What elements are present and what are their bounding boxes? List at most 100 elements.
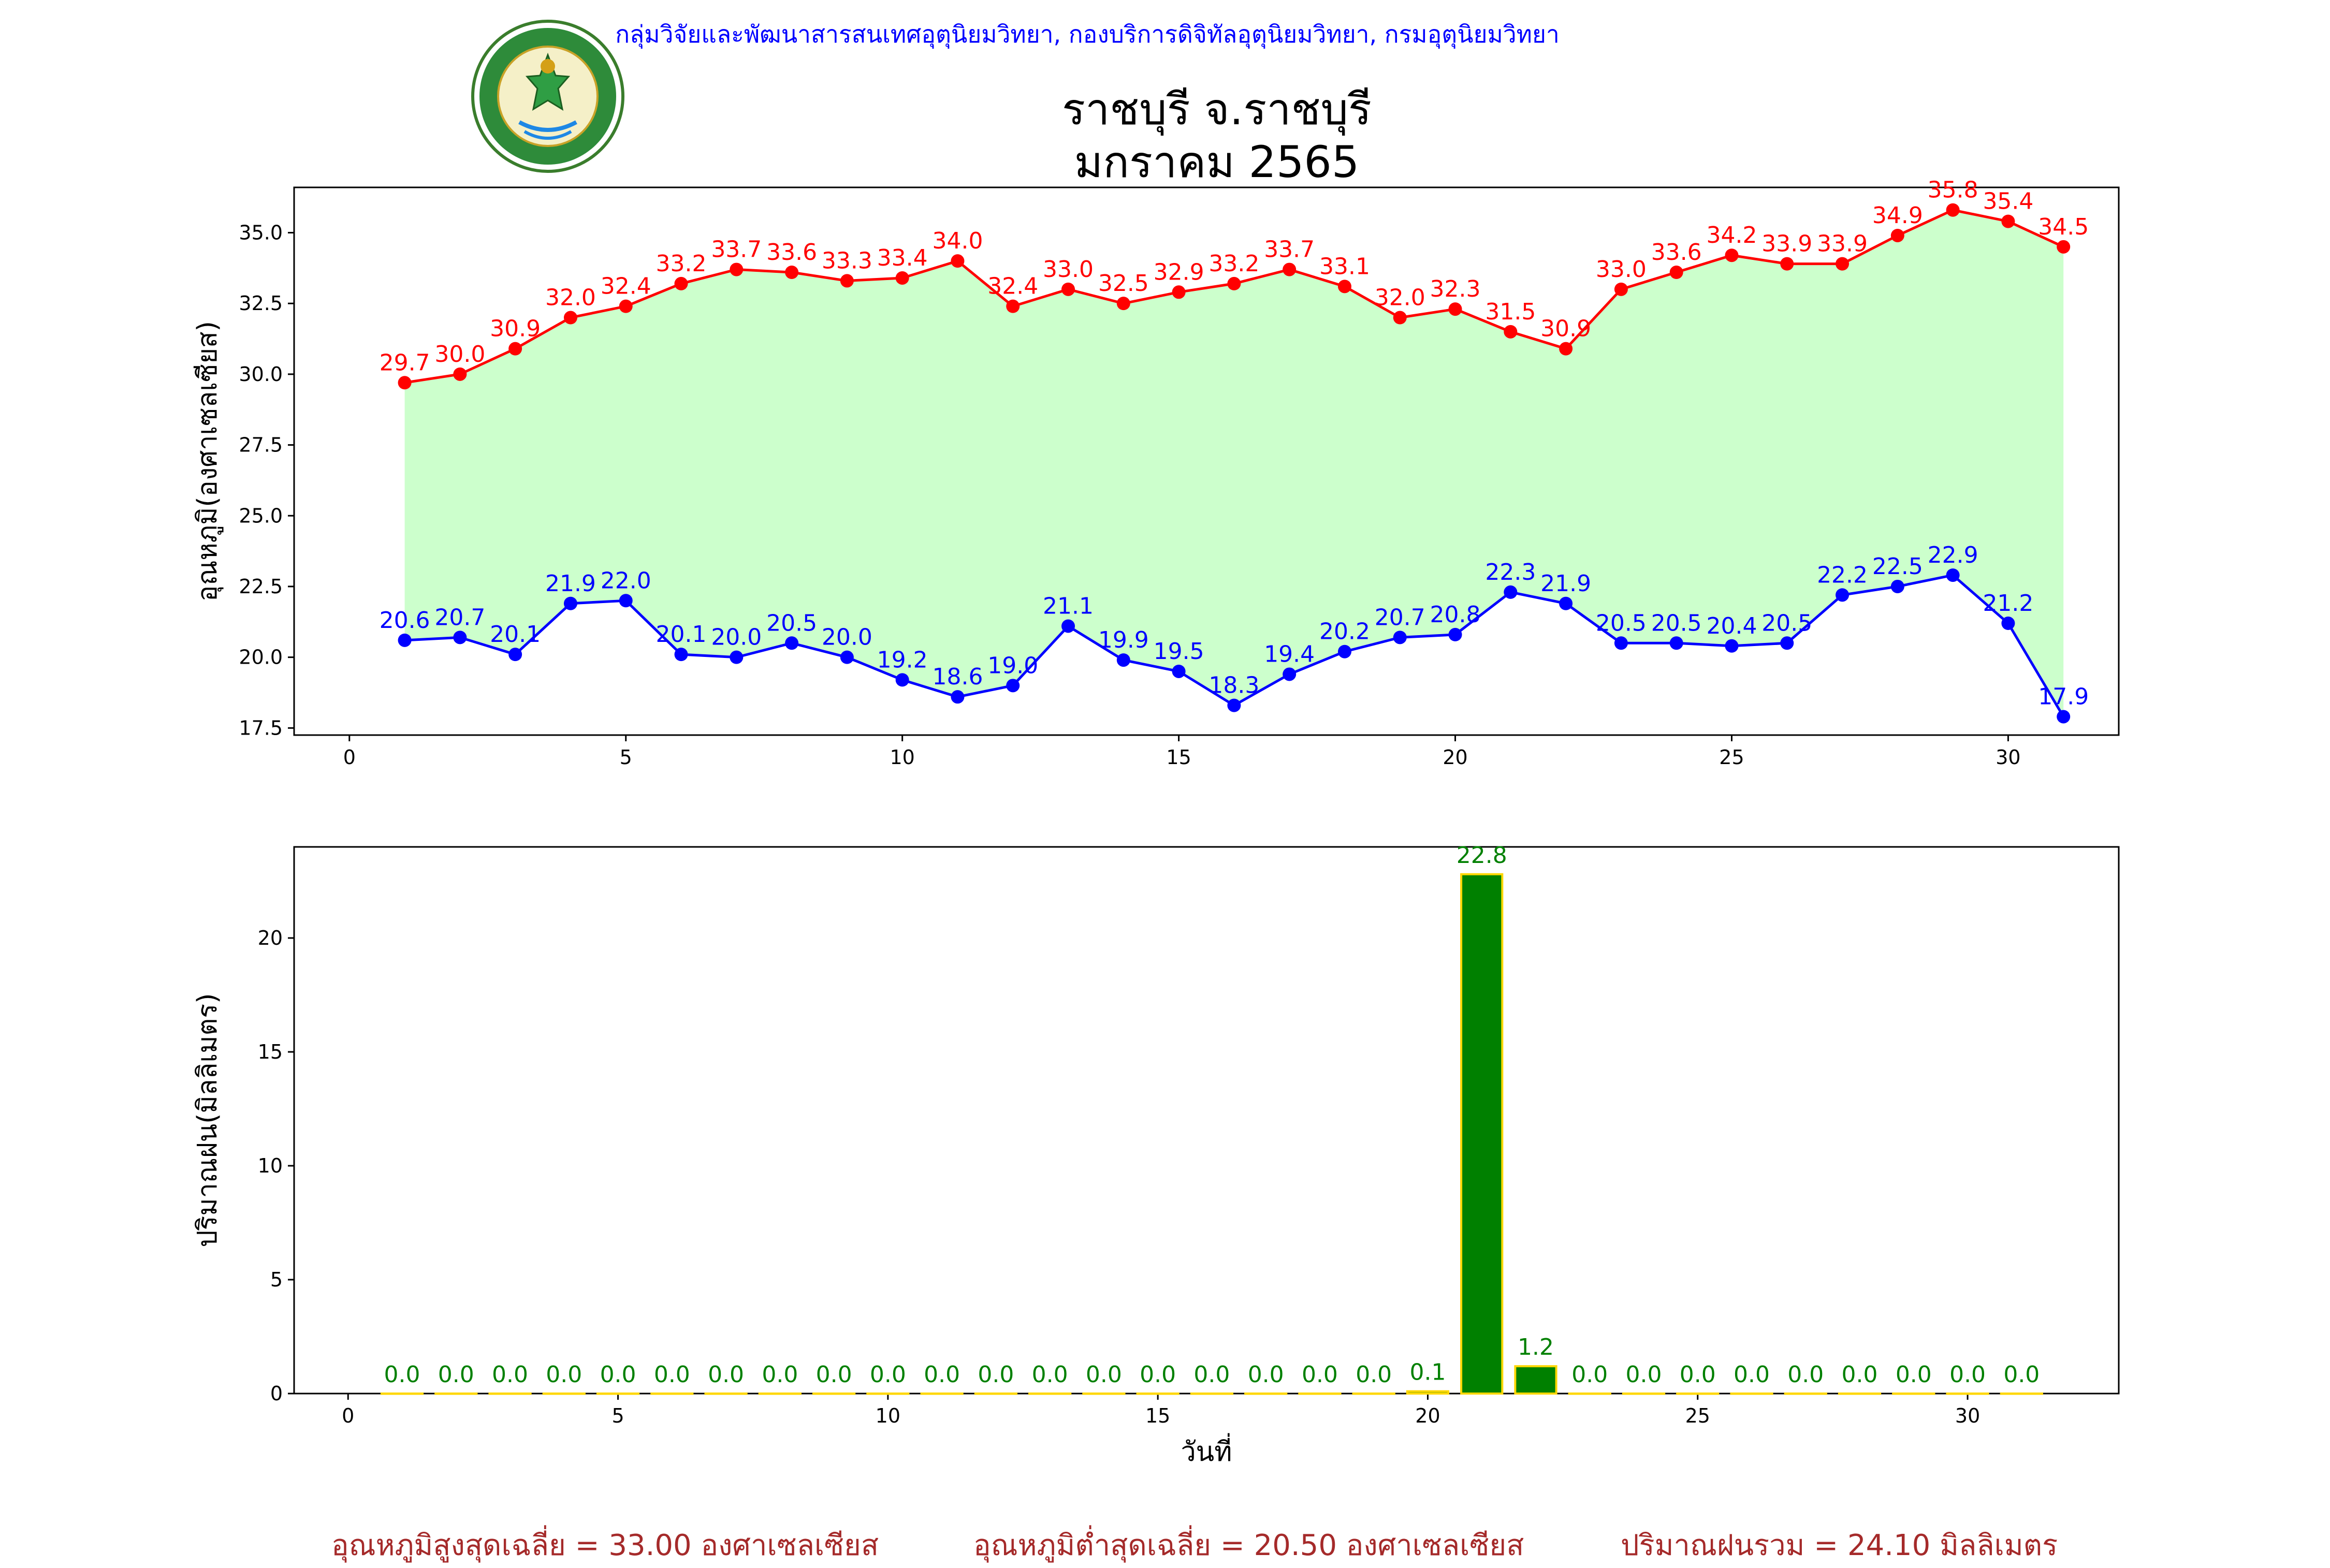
max-temperature-point [1283,262,1297,276]
min-temperature-point [1227,698,1241,712]
min-temperature-label: 19.0 [987,652,1038,679]
max-temperature-point [1725,248,1739,262]
y-axis-label: ปริมาณฝน(มิลลิเมตร) [192,993,223,1247]
x-tick-label: 25 [1719,746,1744,769]
min-temperature-label: 21.9 [545,570,596,597]
x-tick-label: 25 [1685,1404,1710,1427]
rain-value-label: 0.0 [546,1361,582,1388]
rain-value-label: 22.8 [1457,842,1507,869]
rain-bar [1460,873,1504,1395]
max-temperature-label: 32.5 [1098,270,1149,297]
max-temperature-label: 33.7 [1264,237,1315,263]
rain-value-label: 0.0 [2003,1361,2040,1388]
min-temperature-label: 20.5 [1761,610,1812,636]
temperature-range-fill [404,210,2064,717]
max-temperature-point [1061,282,1075,296]
min-temperature-point [951,690,965,704]
max-temperature-point [1559,342,1573,356]
max-temperature-point [1946,203,1960,217]
max-temperature-label: 33.3 [822,247,872,274]
min-temperature-point [1836,588,1850,602]
rain-value-label: 0.0 [1032,1361,1068,1388]
max-temperature-label: 35.8 [1928,177,1978,203]
plot-frame [293,846,2120,1395]
y-tick-label: 17.5 [239,716,283,739]
max-temperature-label: 29.7 [380,349,430,376]
rain-bar [1514,1365,1557,1395]
rain-value-label: 0.0 [1193,1361,1230,1388]
max-temperature-point [1669,266,1683,280]
max-temperature-point [674,276,688,290]
footer-avg-max: อุณหภูมิสูงสุดเฉลี่ย = 33.00 องศาเซลเซีย… [331,1529,879,1562]
x-tick-label: 5 [611,1404,624,1427]
min-temperature-point [1061,619,1075,633]
rain-value-label: 1.2 [1518,1334,1554,1360]
min-temperature-label: 22.3 [1485,559,1536,585]
max-temperature-label: 30.9 [490,316,541,342]
max-temperature-point [1172,285,1186,299]
max-temperature-label: 33.7 [711,237,762,263]
min-temperature-point [453,631,467,644]
agency-header: กลุ่มวิจัยและพัฒนาสารสนเทศอุตุนิยมวิทยา,… [615,20,1560,48]
rain-value-label: 0.0 [1842,1361,1878,1388]
rain-value-label: 0.0 [1140,1361,1176,1388]
rain-value-label: 0.0 [1356,1361,1392,1388]
max-temperature-point [1836,257,1850,271]
min-temperature-point [2057,710,2071,724]
max-temperature-point [453,367,467,381]
min-temperature-point [1337,644,1351,658]
max-temperature-label: 34.0 [932,228,983,254]
max-temperature-label: 33.0 [1043,256,1094,283]
x-tick-label: 10 [876,1404,900,1427]
max-temperature-label: 30.9 [1540,316,1591,342]
max-temperature-label: 30.0 [434,341,485,368]
max-temperature-label: 31.5 [1485,299,1536,325]
max-temperature-label: 34.5 [2038,214,2089,240]
max-temperature-label: 33.2 [656,251,707,277]
rain-bar [1406,1390,1450,1395]
max-temperature-point [1393,311,1407,325]
max-temperature-label: 32.4 [601,273,651,300]
max-temperature-point [1227,276,1241,290]
min-temperature-label: 22.2 [1817,562,1868,588]
min-temperature-point [1504,585,1518,599]
chart-title: ราชบุรี จ.ราชบุรี มกราคม 2565 [777,83,1657,188]
x-tick-label: 15 [1145,1404,1170,1427]
y-axis-label: อุณหภูมิ(องศาเซลเซียส) [192,321,224,602]
rainfall-chart: 0 5 10 15 20 25 30 0 5 10 15 20 ปริมาณฝน(มิลลิเมตร) ว… [192,842,2120,1468]
y-tick-label: 0 [270,1382,283,1405]
max-temperature-point [508,342,522,356]
min-temperature-point [1725,639,1739,653]
max-temperature-label: 32.0 [1375,285,1425,311]
x-tick-label: 30 [1955,1404,1980,1427]
max-temperature-point [2001,214,2015,228]
min-temperature-point [398,633,412,647]
min-temperature-label: 21.9 [1540,570,1591,597]
min-temperature-label: 19.2 [877,647,928,673]
min-temperature-label: 22.5 [1872,553,1923,580]
max-temperature-label: 33.0 [1596,256,1647,283]
max-temperature-label: 33.9 [1761,231,1812,257]
max-temperature-point [1780,257,1794,271]
x-tick-label: 5 [620,746,632,769]
min-temperature-label: 20.6 [380,607,430,634]
min-temperature-point [1393,631,1407,644]
max-temperature-point [1006,299,1020,313]
x-axis-label: วันที่ [1181,1433,1232,1468]
min-temperature-label: 19.9 [1098,627,1149,653]
min-temperature-label: 18.3 [1208,672,1259,699]
max-temperature-label: 33.2 [1208,251,1259,277]
min-temperature-label: 21.2 [1983,590,2033,617]
min-temperature-label: 17.9 [2038,683,2089,710]
max-temperature-point [619,299,633,313]
footer-avg-min: อุณหภูมิต่ำสุดเฉลี่ย = 20.50 องศาเซลเซีย… [973,1529,1524,1562]
min-temperature-label: 20.7 [434,604,485,631]
min-temperature-point [1669,636,1683,650]
min-temperature-label: 20.1 [656,621,707,648]
max-temperature-label: 32.4 [987,273,1038,300]
rain-value-label: 0.0 [1734,1361,1770,1388]
min-temperature-point [1890,579,1904,593]
max-temperature-point [840,274,854,288]
min-temperature-label: 20.4 [1707,613,1757,639]
x-tick-label: 0 [343,746,356,769]
